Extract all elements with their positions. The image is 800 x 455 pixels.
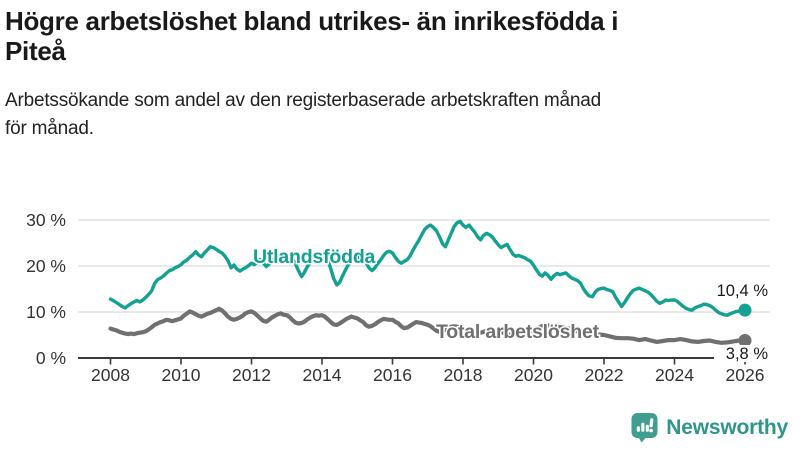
- series-line-total: [108, 306, 748, 345]
- subtitle-line-1: Arbetssökande som andel av den registerb…: [5, 90, 602, 111]
- subtitle-line-2: för månad.: [5, 118, 94, 139]
- chart-header: Högre arbetslöshet bland utrikes- än inr…: [5, 6, 793, 143]
- x-axis-label: 2024: [655, 365, 694, 385]
- x-axis-label: 2012: [232, 365, 271, 385]
- series-end-dot-utlandsfodda: [738, 303, 752, 317]
- newsworthy-branding: Newsworthy: [631, 412, 788, 443]
- title-line-1: Högre arbetslöshet bland utrikes- än inr…: [5, 6, 619, 36]
- end-value-label-total: 3,8 %: [726, 345, 769, 363]
- x-axis-label: 2022: [585, 365, 624, 385]
- x-axis-label: 2016: [373, 365, 412, 385]
- x-axis-label: 2010: [162, 365, 201, 385]
- y-axis-label: 10 %: [26, 302, 66, 322]
- y-axis-label: 20 %: [26, 256, 66, 276]
- y-axis-label: 30 %: [26, 210, 66, 230]
- chart-subtitle: Arbetssökande som andel av den registerb…: [5, 87, 793, 143]
- page-title: Högre arbetslöshet bland utrikes- än inr…: [5, 6, 793, 66]
- x-axis-label: 2014: [303, 365, 342, 385]
- series-label-utlandsfodda: Utlandsfödda: [253, 246, 376, 268]
- newsworthy-wordmark: Newsworthy: [666, 415, 788, 439]
- x-axis-label: 2026: [726, 365, 765, 385]
- newsworthy-logo-icon: [631, 413, 658, 443]
- x-axis-label: 2008: [91, 365, 130, 385]
- end-value-label-utlandsfodda: 10,4 %: [717, 282, 769, 300]
- y-axis-label: 0 %: [36, 348, 66, 368]
- series-line-utlandsfodda: [108, 219, 747, 317]
- title-line-2: Piteå: [5, 36, 66, 66]
- x-axis-label: 2018: [444, 365, 483, 385]
- series-end-dot-total: [738, 334, 752, 348]
- series-label-total: Total arbetslöshet: [436, 321, 600, 343]
- end-label-background: [714, 345, 773, 362]
- x-axis-label: 2020: [514, 365, 553, 385]
